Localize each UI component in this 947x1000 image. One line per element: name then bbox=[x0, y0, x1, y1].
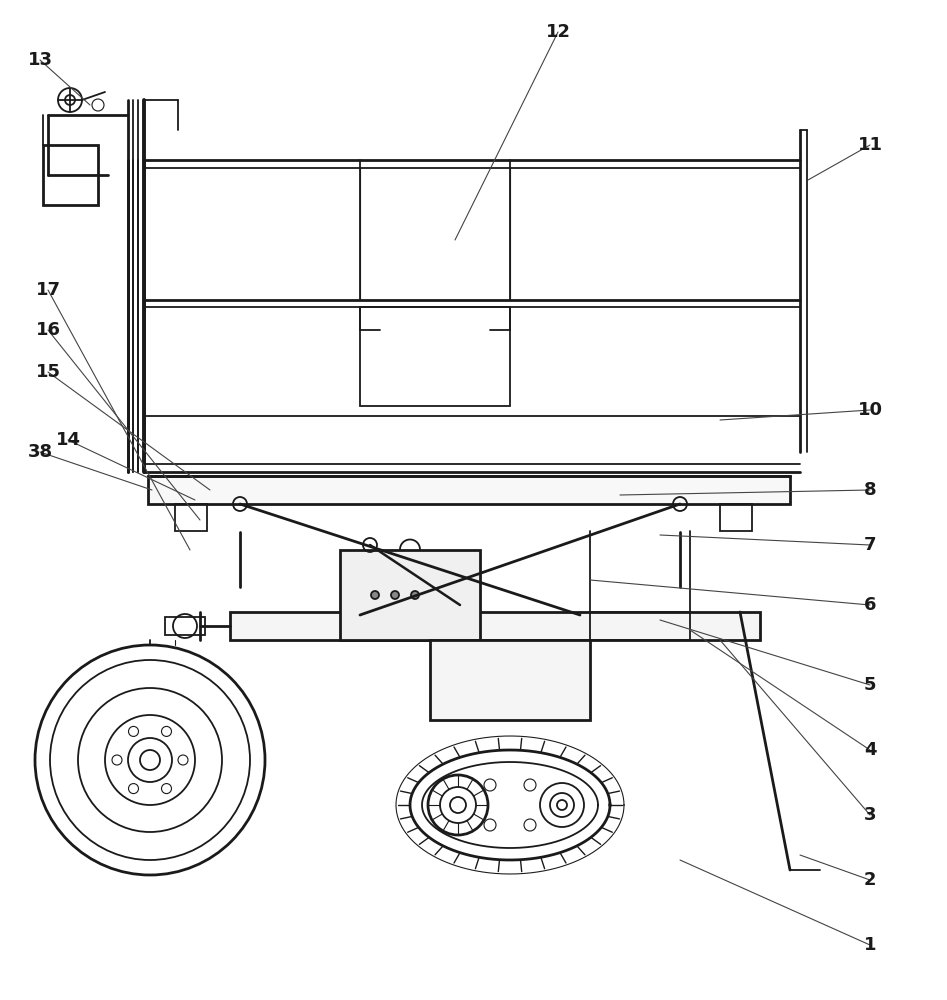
Bar bbox=[175, 504, 207, 531]
Text: 7: 7 bbox=[864, 536, 876, 554]
Text: 6: 6 bbox=[864, 596, 876, 614]
Bar bbox=[720, 504, 752, 531]
Circle shape bbox=[371, 591, 379, 599]
Text: 5: 5 bbox=[864, 676, 876, 694]
Circle shape bbox=[391, 591, 399, 599]
Text: 13: 13 bbox=[27, 51, 52, 69]
Text: 1: 1 bbox=[864, 936, 876, 954]
Bar bbox=[340, 550, 480, 640]
Bar bbox=[43, 145, 98, 205]
Text: 10: 10 bbox=[857, 401, 883, 419]
Bar bbox=[230, 612, 760, 640]
Bar bbox=[165, 617, 205, 635]
Text: 12: 12 bbox=[545, 23, 570, 41]
Text: 17: 17 bbox=[35, 281, 61, 299]
Text: 14: 14 bbox=[56, 431, 80, 449]
Bar bbox=[148, 476, 790, 504]
Text: 38: 38 bbox=[27, 443, 53, 461]
Bar bbox=[430, 640, 590, 720]
Text: 3: 3 bbox=[864, 806, 876, 824]
Text: 4: 4 bbox=[864, 741, 876, 759]
Text: 15: 15 bbox=[35, 363, 61, 381]
Bar bbox=[360, 307, 510, 406]
Bar bbox=[590, 612, 690, 640]
Circle shape bbox=[411, 591, 419, 599]
Text: 8: 8 bbox=[864, 481, 876, 499]
Text: 16: 16 bbox=[35, 321, 61, 339]
Text: 2: 2 bbox=[864, 871, 876, 889]
Text: 11: 11 bbox=[857, 136, 883, 154]
